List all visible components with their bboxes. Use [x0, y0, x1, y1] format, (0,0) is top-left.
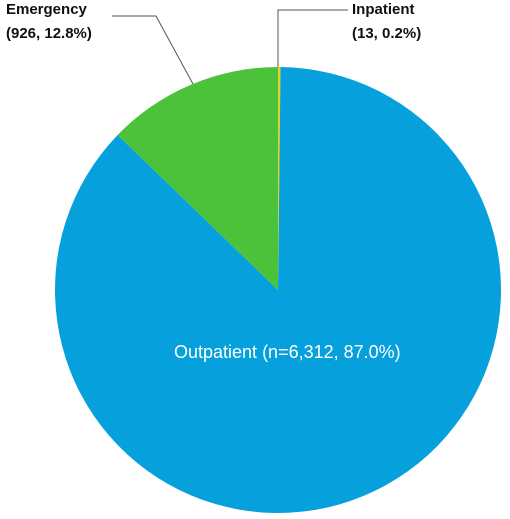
value-label: (13, 0.2%) — [352, 25, 421, 42]
value-label: (926, 12.8%) — [6, 25, 92, 42]
slice-label-group: Outpatient (n=6,312, 87.0%) — [174, 342, 401, 362]
leader-line — [112, 15, 194, 85]
slice-label: Outpatient — [174, 342, 257, 362]
leader-line — [277, 9, 348, 67]
pie-slice — [278, 67, 281, 290]
slice-label: Inpatient — [352, 1, 415, 18]
pie-slice — [117, 67, 279, 290]
pie-slice — [55, 67, 502, 513]
value-label: (n=6,312, 87.0%) — [262, 342, 401, 362]
slice-label: Emergency — [6, 1, 88, 18]
